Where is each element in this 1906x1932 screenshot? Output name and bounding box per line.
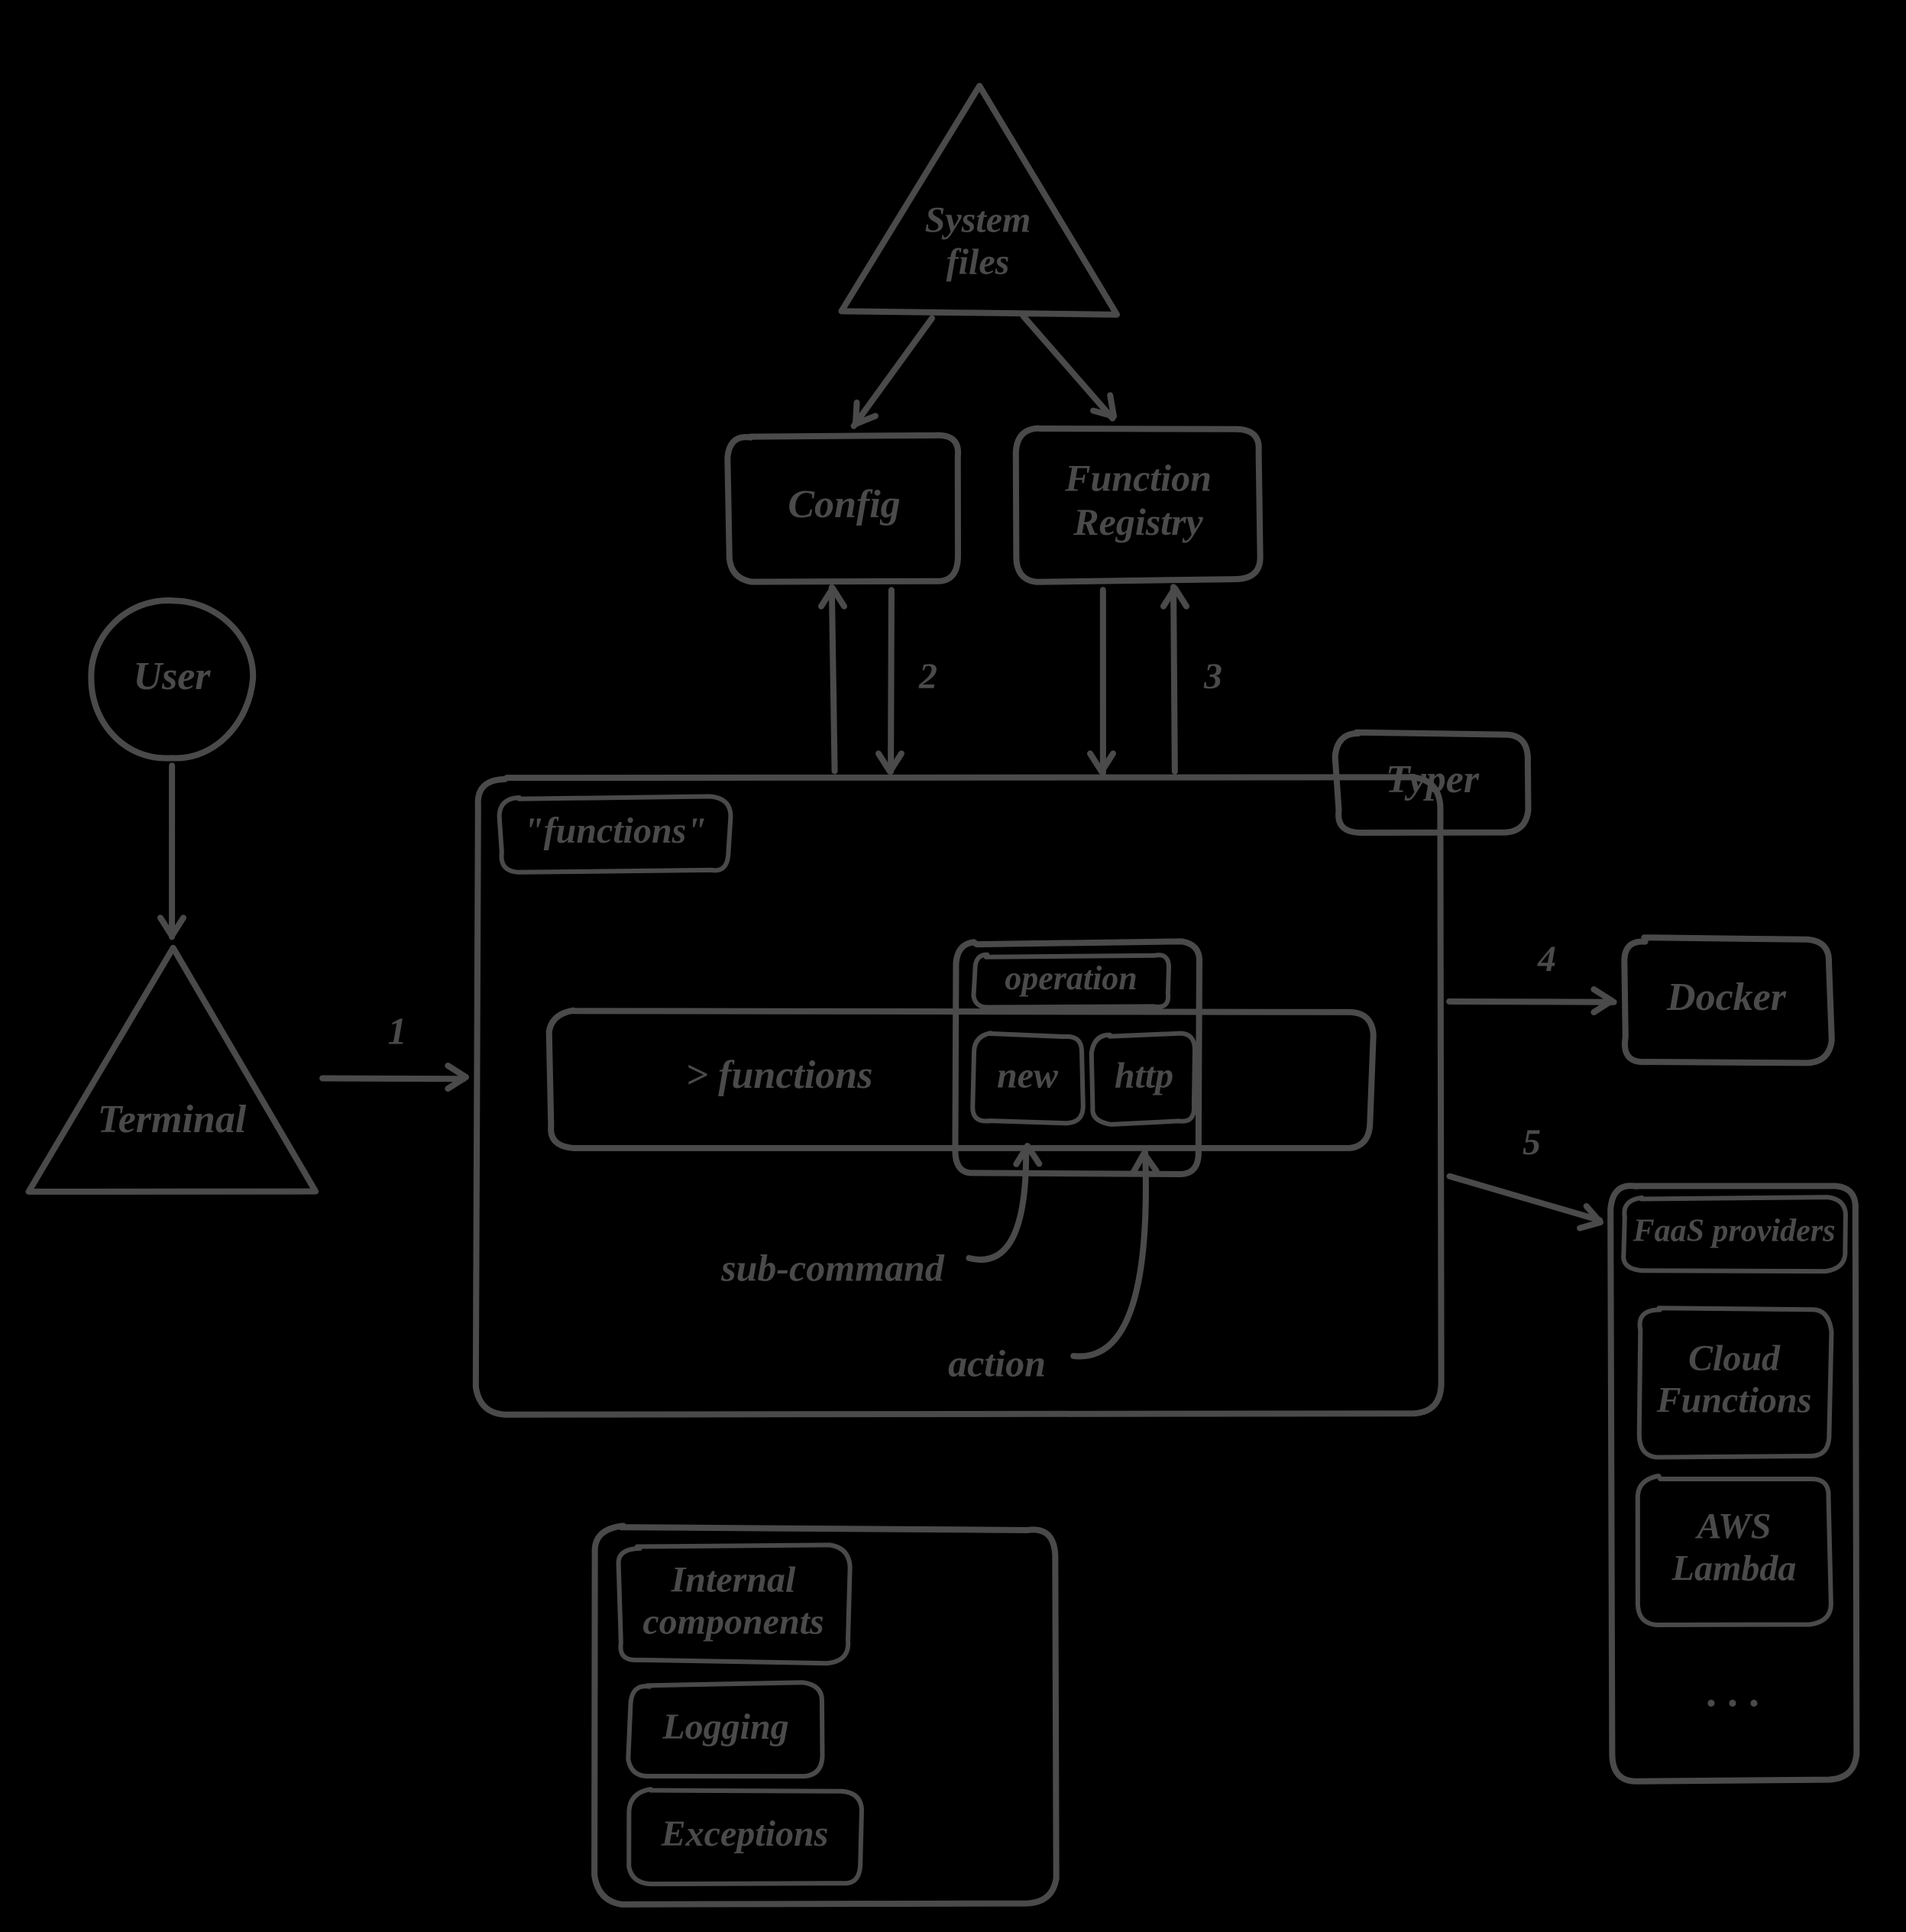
diagram-label: Functions <box>1656 1380 1812 1421</box>
diagram-stroke <box>1173 587 1175 772</box>
diagram-label: files <box>947 242 1010 283</box>
diagram-label: Docker <box>1666 976 1787 1019</box>
diagram-label: components <box>642 1602 824 1642</box>
diagram-label: 4 <box>1537 939 1556 979</box>
diagram-stroke <box>1073 1153 1146 1357</box>
diagram-stroke <box>29 948 316 1192</box>
diagram-stroke <box>891 590 892 772</box>
diagram-stroke <box>854 319 932 426</box>
diagram-label: Exceptions <box>661 1814 829 1854</box>
diagram-label: http <box>1115 1056 1173 1096</box>
diagram-label: action <box>948 1341 1046 1384</box>
diagram-label: > functions <box>686 1053 873 1097</box>
diagram-stroke <box>1023 316 1112 419</box>
diagram-label: User <box>133 655 211 698</box>
diagram-label: Config <box>788 483 900 526</box>
diagram-stroke <box>549 1011 1374 1148</box>
diagram-label: operation <box>1005 960 1137 997</box>
diagram-label: Logging <box>662 1707 788 1747</box>
diagram-label: Cloud <box>1688 1338 1781 1378</box>
diagram-label: . . . <box>1707 1668 1761 1716</box>
diagram-label: 2 <box>918 656 937 697</box>
diagram-label: Terminal <box>98 1098 247 1141</box>
diagram-stroke <box>322 1078 464 1079</box>
diagram-label: System <box>925 199 1031 240</box>
diagram-label: sub-command <box>720 1246 945 1289</box>
diagram-label: 1 <box>388 1009 407 1052</box>
diagram-label: 3 <box>1203 656 1222 697</box>
diagram-label: Lambda <box>1671 1549 1797 1589</box>
diagram-label: FaaS providers <box>1633 1214 1836 1249</box>
diagram-label: Registry <box>1073 500 1203 543</box>
diagram-label: "functions" <box>523 811 707 851</box>
diagram-label: new <box>997 1056 1059 1096</box>
diagram-label: AWS <box>1695 1506 1772 1546</box>
diagram-label: Function <box>1064 457 1212 500</box>
diagram-stroke <box>832 587 835 772</box>
diagram-label: 5 <box>1523 1122 1541 1163</box>
diagram-label: Typer <box>1386 758 1480 801</box>
diagram-label: Internal <box>671 1559 796 1600</box>
diagram-stroke <box>1450 1176 1600 1221</box>
